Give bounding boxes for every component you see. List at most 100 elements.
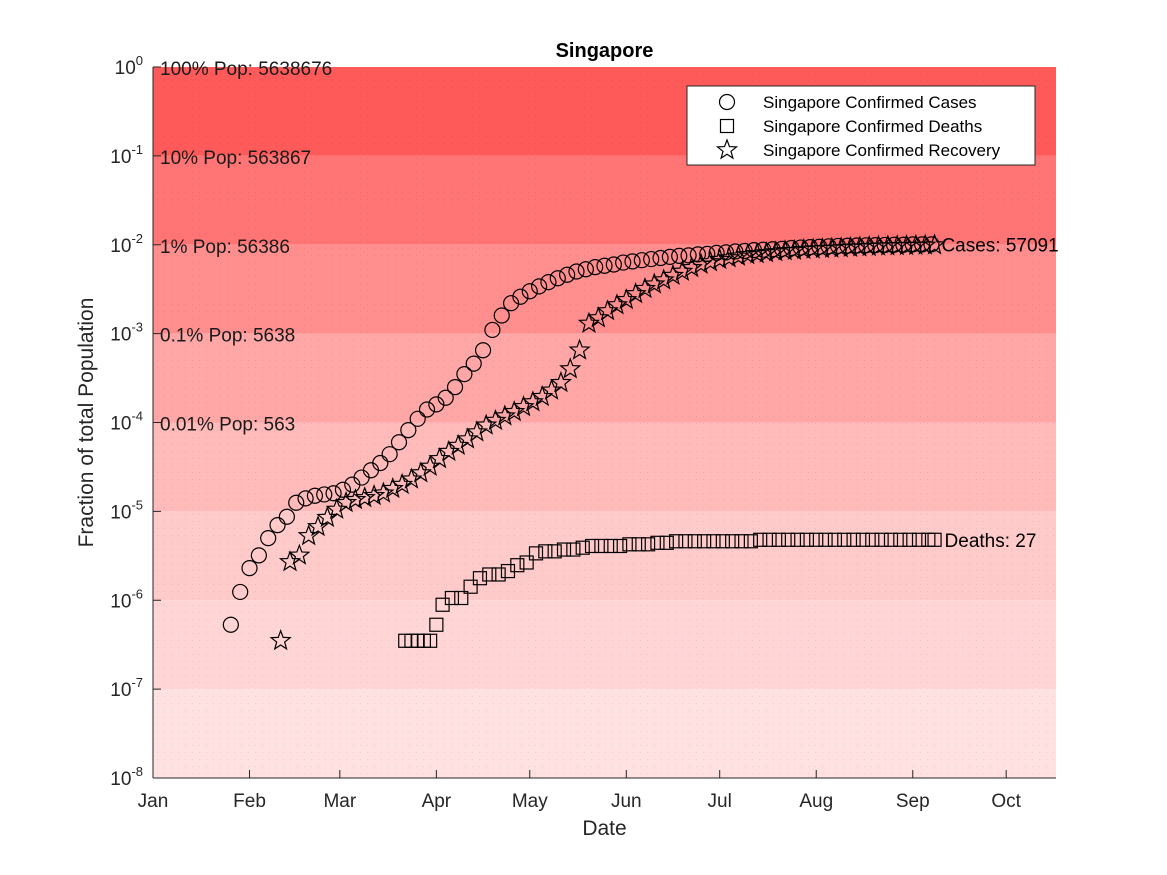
data-point-square	[809, 532, 824, 547]
data-point-star	[344, 488, 367, 510]
x-tick-label: Jan	[138, 791, 169, 812]
y-tick-label: 10-3	[110, 320, 143, 346]
legend-label-circle: Singapore Confirmed Cases	[763, 93, 977, 112]
legend-box	[686, 85, 1036, 166]
x-tick-label: Feb	[233, 791, 266, 812]
data-point-circle	[381, 446, 398, 463]
data-point-circle	[549, 270, 566, 287]
data-point-square	[594, 538, 609, 554]
data-point-square	[715, 534, 730, 549]
x-tick-label: Mar	[323, 791, 356, 812]
x-tick-label: Sep	[896, 791, 930, 812]
chart-title: Singapore	[556, 40, 654, 62]
data-point-circle	[269, 517, 286, 534]
data-point-circle	[325, 485, 342, 502]
data-point-circle	[540, 273, 557, 291]
data-point-square	[659, 535, 674, 550]
data-point-square	[865, 532, 880, 547]
data-point-square	[687, 534, 702, 549]
data-point-circle	[652, 249, 669, 267]
end-labels: Cases: 57091 Deaths: 27	[941, 235, 1058, 551]
data-point-square	[762, 532, 777, 547]
data-point-square	[874, 532, 889, 547]
data-point-circle	[372, 454, 389, 472]
x-tick-label: Apr	[422, 791, 452, 812]
data-point-square	[790, 532, 805, 547]
data-point-circle	[297, 490, 314, 507]
data-point-circle	[559, 266, 576, 283]
data-point-star	[671, 259, 694, 281]
data-point-square	[556, 542, 572, 557]
data-point-star	[839, 235, 862, 258]
data-point-square	[911, 532, 927, 547]
data-point-square	[734, 534, 749, 549]
data-point-square	[566, 542, 581, 557]
y-tick-label: 10-1	[110, 142, 143, 168]
data-point-star	[447, 433, 470, 456]
data-point-star	[531, 385, 554, 407]
data-point-square	[902, 532, 917, 547]
data-point-circle	[260, 530, 277, 547]
data-point-star	[689, 252, 713, 274]
data-point-square	[827, 532, 843, 547]
data-point-square	[423, 633, 438, 648]
data-point-square	[697, 534, 712, 549]
data-point-square	[472, 571, 488, 586]
data-point-square	[743, 534, 758, 549]
data-point-star	[596, 299, 619, 321]
data-point-circle	[409, 410, 426, 427]
data-point-circle	[474, 342, 492, 359]
data-point-star	[465, 420, 488, 442]
band-label: 100% Pop: 5638676	[160, 59, 332, 80]
data-point-circle	[493, 307, 510, 324]
data-point-square	[519, 555, 534, 570]
data-point-star	[783, 238, 806, 261]
data-point-square	[491, 567, 506, 582]
data-point-star	[493, 404, 516, 426]
data-point-circle	[568, 263, 585, 280]
data-point-circle	[418, 401, 436, 418]
data-point-star	[540, 378, 563, 400]
data-point-star	[773, 239, 797, 261]
x-tick-label: Oct	[991, 791, 1021, 812]
x-tick-label: May	[512, 791, 548, 812]
data-point-star	[362, 484, 386, 506]
data-point-star	[923, 233, 946, 255]
data-point-star	[521, 390, 545, 412]
data-point-circle	[624, 253, 641, 270]
data-point-circle	[531, 278, 548, 295]
data-point-square	[603, 538, 618, 554]
data-point-circle	[241, 560, 258, 577]
data-point-square	[846, 532, 861, 547]
data-point-square	[771, 532, 786, 547]
data-point-square	[883, 532, 899, 547]
data-point-star	[633, 277, 657, 299]
data-point-star	[325, 497, 348, 519]
data-point-circle	[288, 494, 305, 511]
data-point-circle	[484, 321, 501, 339]
data-point-square	[706, 534, 721, 549]
data-point-star	[755, 241, 778, 263]
x-axis-label: Date	[582, 817, 626, 840]
data-point-square	[575, 540, 590, 555]
data-point-square	[678, 534, 693, 549]
data-point-star	[615, 288, 638, 310]
y-axis-label: Fraction of total Population	[75, 298, 98, 548]
data-point-star	[456, 427, 479, 449]
data-point-square	[528, 546, 544, 561]
band-label: 10% Pop: 563867	[160, 148, 311, 169]
data-point-circle	[764, 241, 781, 258]
data-point-circle	[577, 261, 594, 278]
data-point-circle	[465, 355, 482, 372]
data-point-circle	[689, 246, 707, 263]
data-point-star	[830, 236, 853, 258]
data-point-star	[503, 400, 526, 422]
y-tick-label: 10-5	[110, 497, 143, 523]
end-label-square: Deaths: 27	[945, 531, 1037, 552]
data-point-star	[820, 236, 843, 258]
data-point-square	[893, 532, 908, 547]
x-tick-label: Aug	[799, 791, 833, 812]
data-point-square	[818, 532, 833, 547]
data-point-star	[549, 371, 573, 393]
